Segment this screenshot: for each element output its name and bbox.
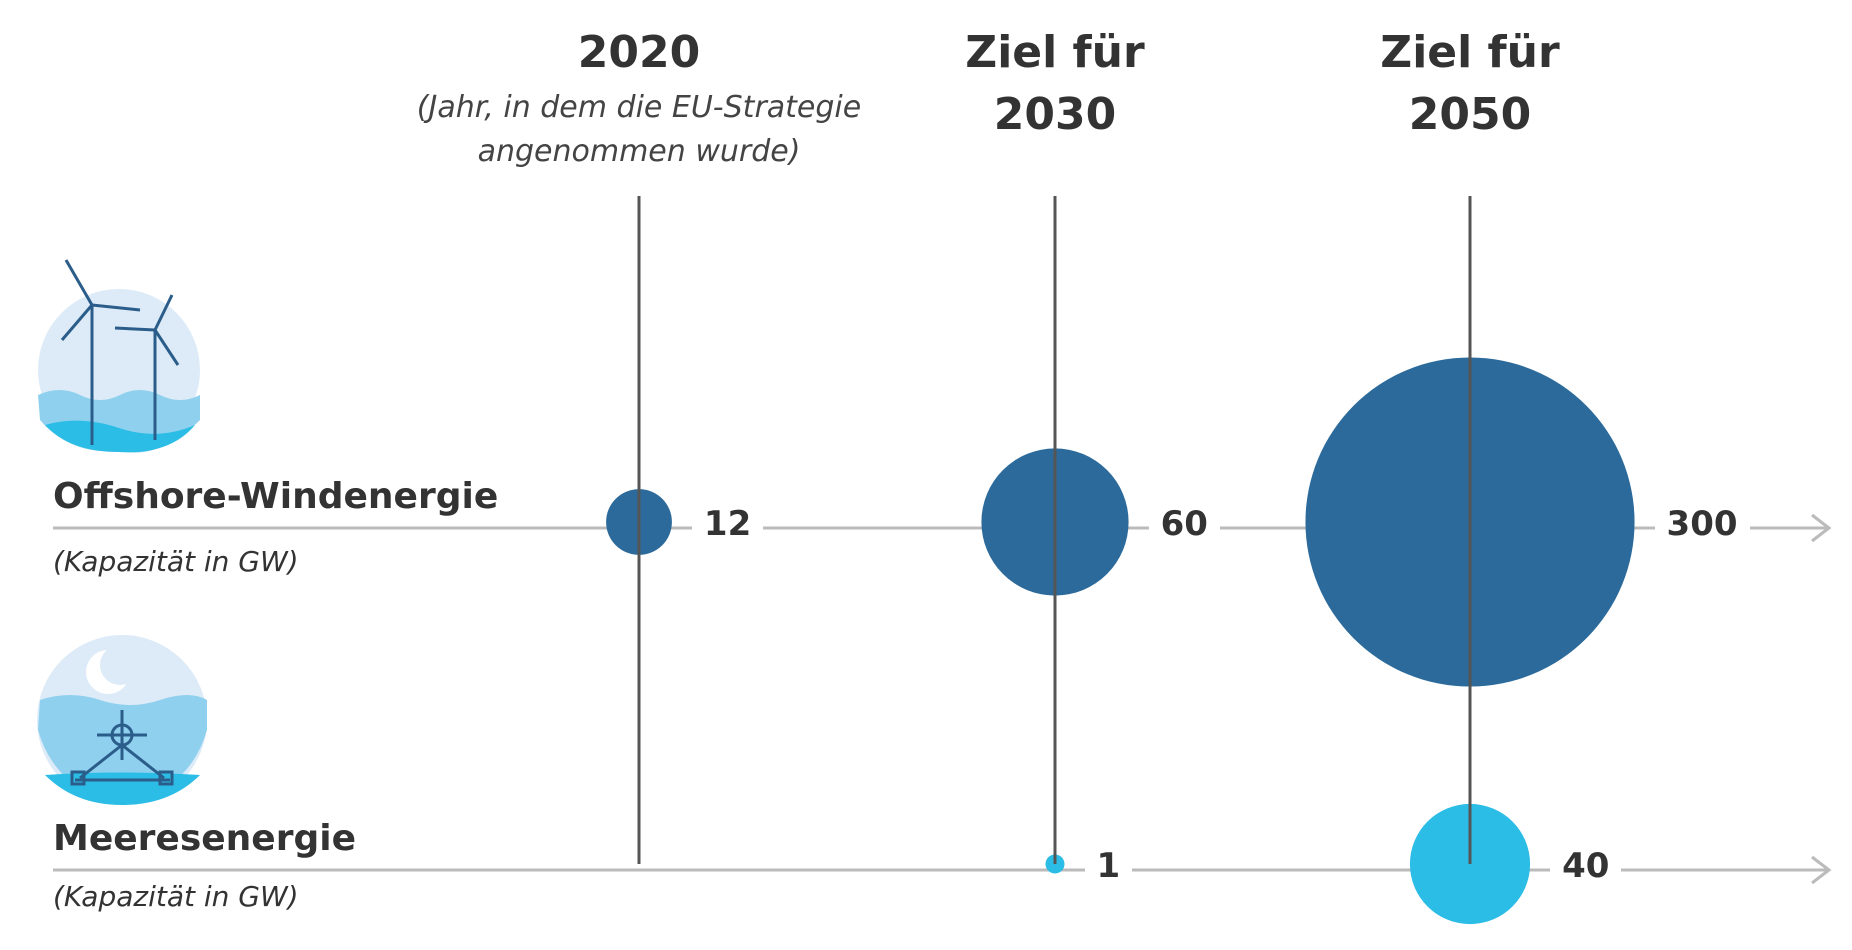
row-arrow — [1811, 855, 1832, 885]
row-arrow — [1811, 513, 1832, 543]
value-label: 1 — [1084, 846, 1133, 886]
marine-icon — [37, 635, 207, 805]
value-label: 40 — [1550, 846, 1622, 886]
column-heading: Ziel für 2050 — [1380, 27, 1560, 140]
value-label: 12 — [691, 504, 764, 544]
wind-icon — [38, 259, 200, 453]
series-name: Offshore-Windenergie — [53, 476, 499, 517]
value-label: 60 — [1148, 504, 1220, 544]
series-unit: (Kapazität in GW) — [53, 545, 299, 578]
value-label: 300 — [1654, 504, 1750, 544]
column-heading: 2020 — [577, 27, 701, 78]
category-note: (Jahr, in dem die EU-Strategie angenomme… — [416, 90, 862, 169]
series-unit: (Kapazität in GW) — [53, 880, 299, 913]
series-name: Meeresenergie — [53, 818, 356, 859]
column-heading: Ziel für 2030 — [965, 27, 1145, 140]
